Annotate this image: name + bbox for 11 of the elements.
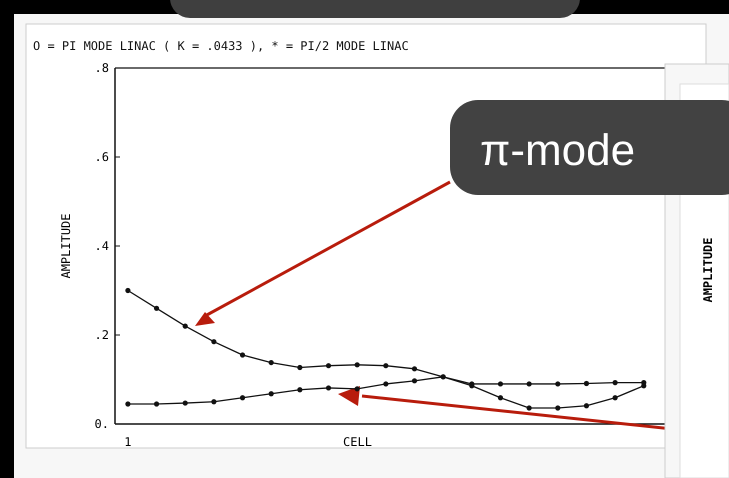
chart-title: O = PI MODE LINAC ( K = .0433 ), * = PI/2 MODE LINAC bbox=[33, 39, 409, 53]
y-tick-label: .2 bbox=[94, 328, 109, 342]
y-tick-label: .6 bbox=[94, 150, 109, 164]
x-axis-title: CELL bbox=[343, 435, 372, 449]
y-axis-title: AMPLITUDE bbox=[59, 213, 73, 279]
x-tick-label: 1 bbox=[124, 435, 132, 449]
annotation: π-mode bbox=[480, 126, 636, 175]
y-tick-label: .4 bbox=[94, 239, 109, 254]
y-tick-label: 0. bbox=[94, 417, 109, 432]
y-tick-label: .8 bbox=[94, 61, 109, 76]
text: AMPLITUDE bbox=[701, 237, 715, 303]
